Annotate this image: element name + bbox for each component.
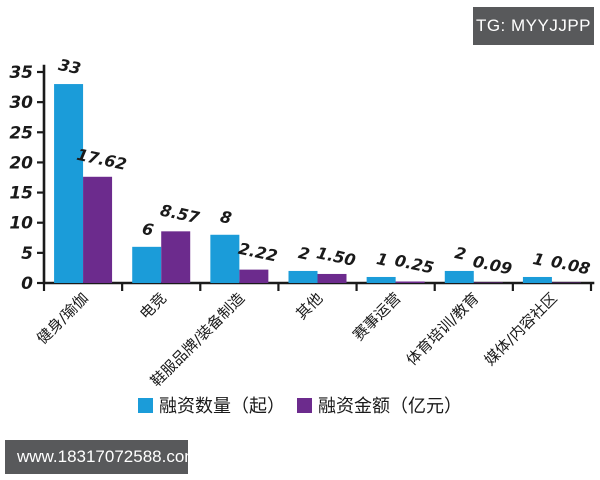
y-tick-label: 25 — [9, 123, 33, 143]
legend-swatch — [297, 398, 312, 413]
bar-amount — [83, 176, 113, 283]
telegram-badge: TG: MYYJJPP — [473, 7, 594, 45]
value-label-count: 8 — [219, 207, 234, 228]
bar-count — [366, 276, 396, 283]
category-label: 电竞 — [136, 289, 170, 323]
category-label: 媒体/内容社区 — [481, 289, 561, 369]
value-label-count: 1 — [375, 249, 390, 270]
y-tick-label: 20 — [9, 153, 33, 173]
value-label-amount: 0.25 — [393, 251, 436, 278]
bar-amount — [395, 281, 425, 283]
category-label: 其他 — [292, 289, 326, 323]
watermark-url: www.18317072588.com — [5, 440, 198, 474]
bar-count — [444, 270, 474, 283]
value-label-count: 33 — [57, 55, 83, 78]
value-label-amount: 2.22 — [237, 239, 280, 266]
value-label-amount: 1.50 — [315, 243, 358, 270]
bar-count — [210, 234, 240, 283]
bar-count — [54, 84, 84, 283]
value-label-amount: 0.09 — [471, 252, 514, 279]
y-tick-label: 30 — [9, 93, 33, 113]
value-label-count: 2 — [297, 243, 312, 264]
bar-amount — [317, 273, 347, 283]
value-label-amount: 0.08 — [549, 252, 592, 279]
category-label: 健身/瑜伽 — [33, 289, 92, 348]
category-label: 赛事运营 — [349, 289, 404, 344]
y-tick-label: 0 — [21, 274, 33, 294]
bar-count — [288, 270, 318, 283]
legend-label: 融资金额（亿元） — [318, 396, 462, 417]
value-label-amount: 8.57 — [159, 201, 202, 228]
bar-amount — [161, 231, 191, 283]
category-label: 体育培训/教育 — [403, 289, 483, 369]
bar-amount — [473, 282, 503, 283]
bar-amount — [239, 269, 269, 283]
y-tick-label: 5 — [21, 244, 33, 264]
bar-count — [132, 246, 162, 283]
value-label-count: 1 — [531, 249, 546, 270]
legend-swatch — [138, 398, 153, 413]
y-tick-label: 15 — [9, 184, 33, 204]
value-label-count: 2 — [453, 243, 468, 264]
y-tick-label: 10 — [9, 214, 33, 234]
bar-count — [522, 276, 552, 283]
legend-label: 融资数量（起） — [159, 396, 285, 417]
y-tick-label: 35 — [9, 63, 33, 83]
value-label-count: 6 — [140, 219, 155, 240]
